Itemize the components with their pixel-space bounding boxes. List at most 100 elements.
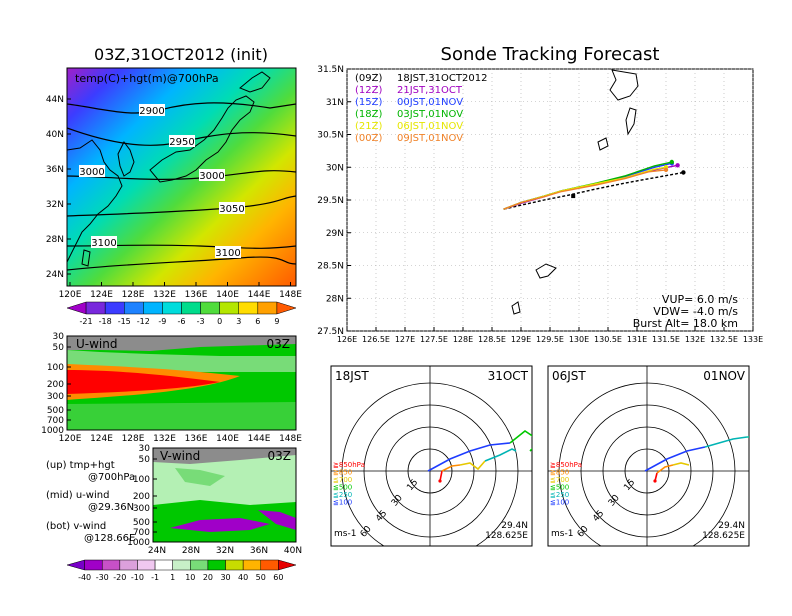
colorbar-swatch — [257, 301, 278, 315]
track-lat-tick-label: 29.5N — [317, 196, 344, 206]
legend-bot-line2: @128.66E — [84, 533, 135, 544]
track-lat-tick-label: 31N — [326, 98, 344, 108]
u-lon-tick-label: 136E — [185, 434, 208, 444]
u-lon-tick-label: 144E — [248, 434, 271, 444]
colorbar-label: 6 — [255, 317, 260, 326]
track-end-marker-3 — [669, 159, 674, 165]
v-wind-label: V-wind — [160, 449, 200, 463]
lat-tick-label: 40N — [46, 130, 64, 140]
colorbar-label: -12 — [137, 317, 150, 326]
v-colorbar-swatch — [225, 559, 244, 571]
hodo_right-level-label: ≦250 — [550, 491, 569, 499]
colorbar-label: -21 — [80, 317, 93, 326]
track-lon-tick-label: 132.5E — [710, 335, 738, 344]
track-lat-tick-label: 28.5N — [317, 262, 344, 272]
lat-tick-label: 24N — [46, 270, 64, 280]
u-wind-frame — [66, 335, 297, 431]
v-lat-tick-label: 40N — [284, 546, 302, 556]
track-panel: Sonde Tracking Forecast (09Z) 18JST,31OCT… — [317, 44, 763, 344]
track-lon-tick-label: 129.5E — [536, 335, 564, 344]
track-lon-tick-label: 128E — [453, 335, 473, 344]
track-legend: (09Z) 18JST,31OCT2012 (12Z) 21JST,31OCT (15Z… — [355, 73, 487, 144]
hodo_right-hodo-seg-2 — [672, 462, 690, 466]
hodo_right-hodo-seg-5 — [747, 436, 749, 438]
v-colorbar-swatch — [172, 559, 191, 571]
vdw-text: VDW= -4.0 m/s — [653, 305, 738, 318]
v-colorbar-swatch — [154, 559, 173, 571]
island-c — [597, 137, 609, 151]
left-legend: (up) tmp+hgt @700hPa (mid) u-wind @29.36… — [46, 460, 135, 544]
track-lon-tick-label: 133E — [743, 335, 763, 344]
island-b — [625, 107, 637, 136]
colorbar-swatch — [162, 301, 182, 315]
v-colorbar-label: 60 — [273, 573, 283, 582]
contour-label-bg — [219, 202, 245, 214]
v-colorbar-swatch — [260, 559, 279, 571]
p-tick-label: 30 — [53, 332, 65, 342]
track-legend-code: (12Z) — [355, 85, 382, 96]
temp-map-frame — [66, 67, 297, 287]
contour-label-bg — [139, 104, 165, 116]
v-p-tick-label: 700 — [133, 528, 150, 538]
p-tick-label: 200 — [47, 380, 64, 390]
vup-text: VUP= 6.0 m/s — [662, 293, 738, 306]
hodo_right-time: 06JST — [552, 369, 586, 383]
p-tick-label: 700 — [47, 416, 64, 426]
contour-label-bg — [79, 165, 105, 177]
contour-label: 3100 — [215, 248, 240, 259]
colorbar-label: -15 — [118, 317, 131, 326]
v-colorbar-label: -20 — [113, 573, 126, 582]
colorbar-swatch — [238, 301, 259, 315]
v-colorbar-swatch — [190, 559, 209, 571]
v-colorbar-label: 1 — [170, 573, 175, 582]
lon-tick-label: 128E — [122, 290, 145, 300]
track-lon-tick-label: 128.5E — [478, 335, 506, 344]
v-p-tick-label: 30 — [139, 444, 151, 454]
colorbar-label: 9 — [274, 317, 279, 326]
colorbar-label: -18 — [99, 317, 112, 326]
hodo_right-frame — [547, 365, 750, 547]
legend-up-line2: @700hPa — [88, 472, 135, 483]
colorbar-label: -9 — [158, 317, 166, 326]
temperature-map-panel: 03Z,31OCT2012 (init) temp(C)+hgt(m)@700h… — [46, 45, 302, 326]
u-lon-tick-label: 140E — [216, 434, 239, 444]
hodo_right-level-label: ≦700 — [550, 476, 569, 484]
track-legend-code: (15Z) — [355, 97, 382, 108]
lat-tick-label: 36N — [46, 165, 64, 175]
hodo_right-level-label: ≧850 — [550, 469, 569, 477]
track-lon-tick-label: 130.5E — [594, 335, 622, 344]
contour-label: 2950 — [169, 137, 194, 148]
temp-lon-ticks: 120E 124E 128E 132E 136E 140E 144E 148E — [59, 282, 302, 300]
coastline-korea — [117, 141, 135, 177]
v-colorbar-label: -30 — [96, 573, 109, 582]
coastline-asia — [67, 139, 123, 263]
hodo_left-lat: 29.4N — [501, 521, 528, 531]
hodo_right-hodo-seg-4 — [704, 436, 748, 448]
v-colorbar-label: -40 — [78, 573, 91, 582]
track-frame — [346, 68, 754, 332]
temp-map-title: 03Z,31OCT2012 (init) — [94, 45, 268, 64]
track-lon-tick-label: 131E — [627, 335, 647, 344]
p-tick-label: 100 — [47, 363, 64, 373]
legend-up-line1: (up) tmp+hgt — [46, 460, 115, 471]
lat-tick-label: 32N — [46, 200, 64, 210]
hodo_left-level-label: ≦700 — [333, 476, 352, 484]
v-colorbar-label: -1 — [151, 573, 159, 582]
colorbar-label: 3 — [236, 317, 241, 326]
lon-tick-label: 140E — [216, 290, 239, 300]
hodo_right-units: ms-1 — [551, 529, 573, 539]
track-lat-tick-label: 27.5N — [317, 327, 344, 337]
track-lat-tick-label: 30N — [326, 163, 344, 173]
hodo_right-date: 01NOV — [703, 369, 745, 383]
v-colorbar-swatch — [66, 559, 85, 571]
hodo_left-hodo-seg-1 — [441, 464, 461, 472]
hodo_left-lon: 128.625E — [485, 531, 528, 541]
temperature-colorbar: -21 -18 -15 -12 -9 -6 -3 0 3 6 9 — [66, 301, 297, 326]
v-colorbar-swatch — [242, 559, 262, 571]
v-p-tick-label: 500 — [133, 518, 150, 528]
